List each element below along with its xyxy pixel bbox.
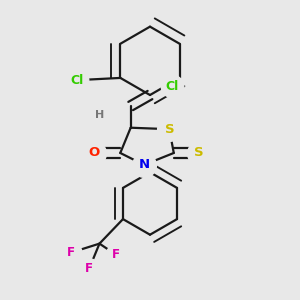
- Text: O: O: [88, 146, 99, 160]
- Text: Cl: Cl: [70, 74, 84, 87]
- Text: Cl: Cl: [166, 80, 179, 93]
- Text: S: S: [194, 146, 204, 160]
- Text: F: F: [67, 246, 75, 259]
- Text: F: F: [112, 248, 120, 261]
- Text: H: H: [95, 110, 104, 120]
- Text: F: F: [85, 262, 93, 275]
- Text: S: S: [164, 123, 174, 136]
- Text: N: N: [139, 158, 150, 171]
